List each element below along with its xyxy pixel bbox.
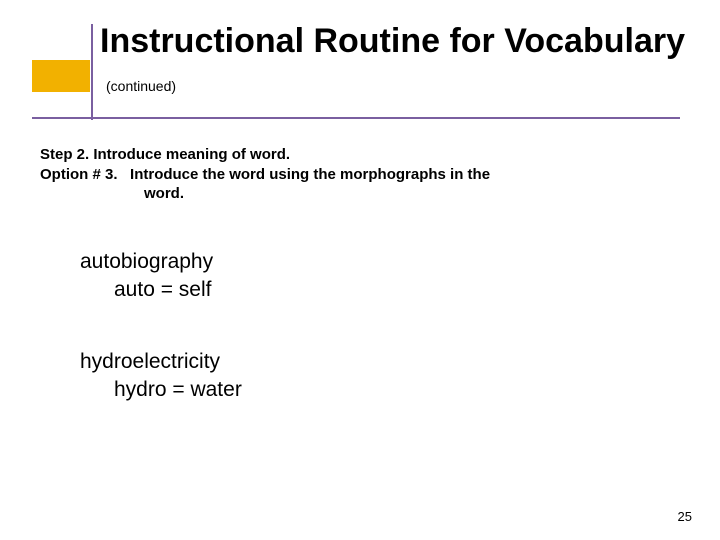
title-block: Instructional Routine for Vocabulary (co… (100, 22, 690, 100)
step-heading: Step 2. Introduce meaning of word. (40, 146, 680, 163)
example-0: autobiography auto = self (80, 250, 640, 302)
body-block: Step 2. Introduce meaning of word. Optio… (40, 146, 680, 204)
slide-title: Instructional Routine for Vocabulary (co… (100, 22, 690, 100)
option-text-line1: Introduce the word using the morphograph… (130, 166, 490, 183)
option-line: Option # 3. Introduce the word using the… (40, 166, 680, 204)
horizontal-rule (32, 117, 680, 119)
example-definition: hydro = water (114, 378, 640, 402)
page-number: 25 (678, 509, 692, 524)
option-label: Option # 3. (40, 166, 118, 183)
option-text-line2: word. (40, 185, 680, 204)
title-continued: (continued) (106, 78, 176, 94)
example-word: hydroelectricity (80, 350, 640, 374)
example-definition: auto = self (114, 278, 640, 302)
example-word: autobiography (80, 250, 640, 274)
vertical-rule (91, 24, 93, 120)
accent-square (32, 60, 90, 92)
slide-root: { "title": { "main": "Instructional Rout… (0, 0, 720, 540)
title-text: Instructional Routine for Vocabulary (100, 22, 685, 60)
example-1: hydroelectricity hydro = water (80, 350, 640, 402)
